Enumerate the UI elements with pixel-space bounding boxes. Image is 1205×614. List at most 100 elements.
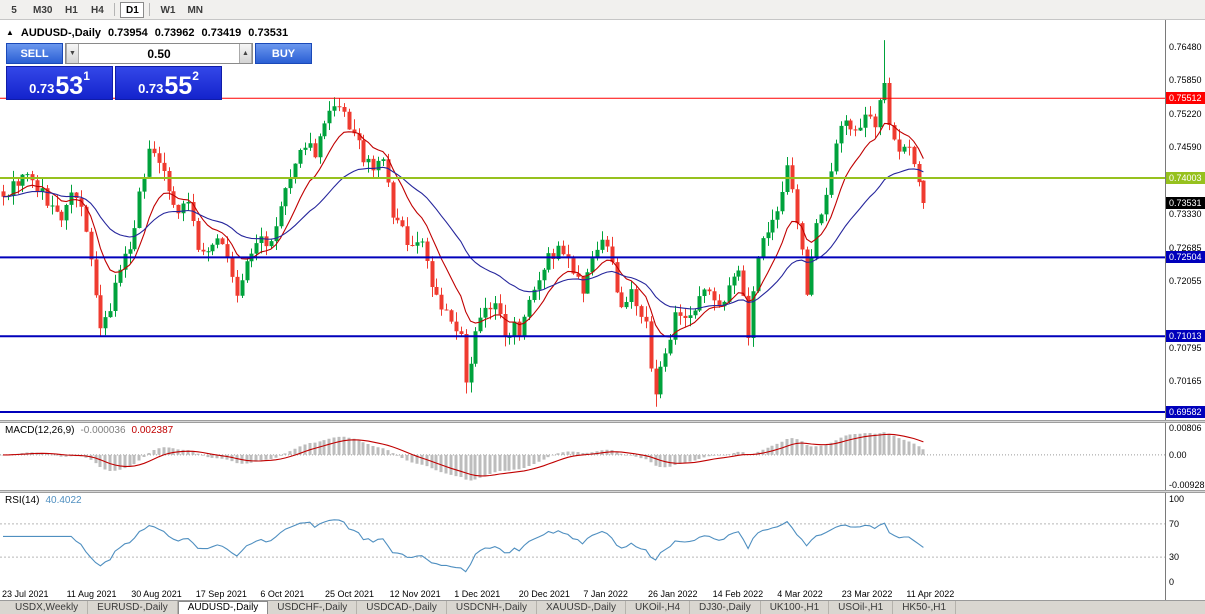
price-tick: 0.76480 <box>1169 41 1202 52</box>
macd-chart[interactable] <box>0 423 1165 490</box>
ohlc-low: 0.73419 <box>201 27 242 39</box>
rsi-scale-tick: 70 <box>1169 518 1180 529</box>
panel-splitter[interactable] <box>0 420 1205 423</box>
tab-usdcnh-daily[interactable]: USDCNH-,Daily <box>447 601 537 614</box>
time-label: 11 Aug 2021 <box>66 589 117 599</box>
price-line-label[interactable]: 0.71013 <box>1166 330 1205 343</box>
time-axis[interactable]: 23 Jul 2021 11 Aug 2021 30 Aug 2021 17 Sep … <box>0 588 1165 600</box>
price-line-label[interactable]: 0.72504 <box>1166 251 1205 264</box>
macd-scale-tick: 0.00806 <box>1169 423 1202 434</box>
period-button-5[interactable]: 5 <box>2 2 26 18</box>
main-chart-panel[interactable]: ▲ AUDUSD-,Daily 0.73954 0.73962 0.73419 … <box>0 20 1165 420</box>
tab-hk50-h1[interactable]: HK50-,H1 <box>893 601 957 614</box>
tab-eurusd-daily[interactable]: EURUSD-,Daily <box>88 601 178 614</box>
time-label: 7 Jan 2022 <box>583 589 628 599</box>
ma-slow-line[interactable] <box>2 166 924 310</box>
rsi-scale-tick: 30 <box>1169 552 1180 563</box>
price-tick: 0.75220 <box>1169 108 1202 119</box>
macd-scale-tick: -0.00928 <box>1169 480 1205 491</box>
macd-scale-tick: 0.00 <box>1169 449 1187 460</box>
buy-button[interactable]: BUY <box>255 43 312 64</box>
ask-price-pips: 55 <box>164 71 193 100</box>
tab-audusd-daily[interactable]: AUDUSD-,Daily <box>177 601 269 614</box>
price-tick: 0.74590 <box>1169 141 1202 152</box>
tab-uk100-h1[interactable]: UK100-,H1 <box>761 601 830 614</box>
tab-usoil-h1[interactable]: USOil-,H1 <box>829 601 894 614</box>
tab-ukoil-h4[interactable]: UKOil-,H4 <box>626 601 691 614</box>
time-label: 30 Aug 2021 <box>131 589 182 599</box>
period-button-h1[interactable]: H1 <box>59 2 83 18</box>
toolbar-separator <box>114 3 116 16</box>
ohlc-open: 0.73954 <box>108 27 148 39</box>
price-tick: 0.72685 <box>1169 242 1202 253</box>
rsi-scale-tick: 0 <box>1169 577 1175 587</box>
toolbar-separator <box>149 3 151 16</box>
ma-fast-line[interactable] <box>2 122 924 338</box>
time-label: 1 Dec 2021 <box>454 589 501 599</box>
rsi-name: RSI(14) <box>5 495 40 506</box>
period-button-d1[interactable]: D1 <box>120 1 145 18</box>
ask-price-prefix: 0.73 <box>138 81 164 97</box>
ohlc-close: 0.73531 <box>248 27 289 39</box>
period-button-mn[interactable]: MN <box>182 2 208 18</box>
volume-up-button[interactable]: ▲ <box>239 44 252 63</box>
one-click-collapse-icon[interactable]: ▲ <box>6 28 14 37</box>
chart-tab-bar: USDX,Weekly EURUSD-,Daily AUDUSD-,Daily USD… <box>0 600 1205 614</box>
ask-price[interactable]: 0.73 55 2 <box>115 66 222 100</box>
price-tick: 0.75850 <box>1169 75 1202 86</box>
macd-panel[interactable]: MACD(12,26,9) -0.000036 0.002387 <box>0 423 1165 490</box>
time-label: 12 Nov 2021 <box>389 589 441 599</box>
period-button-h4[interactable]: H4 <box>85 2 109 18</box>
price-tick: 0.72055 <box>1169 276 1202 287</box>
price-tick: 0.73330 <box>1169 208 1202 219</box>
price-axis[interactable]: 0.76480 0.75850 0.75220 0.74590 0.73330 0.726… <box>1165 20 1205 420</box>
time-label: 11 Apr 2022 <box>906 589 955 599</box>
price-tick: 0.70165 <box>1169 376 1202 387</box>
rsi-panel[interactable]: RSI(14) 40.4022 <box>0 493 1165 588</box>
rsi-value: 40.4022 <box>45 495 82 506</box>
sell-button[interactable]: SELL <box>6 43 63 64</box>
volume-down-button[interactable]: ▼ <box>66 44 79 63</box>
ask-price-point: 2 <box>192 69 199 83</box>
time-label: 20 Dec 2021 <box>518 589 570 599</box>
tab-usdx-weekly[interactable]: USDX,Weekly <box>6 601 89 614</box>
down-candle-bodies <box>1 83 926 395</box>
rsi-chart[interactable] <box>0 493 1165 588</box>
tab-usdcad-daily[interactable]: USDCAD-,Daily <box>357 601 447 614</box>
ohlc-high: 0.73962 <box>154 27 195 39</box>
price-line-label[interactable]: 0.74003 <box>1166 172 1205 185</box>
macd-signal-line <box>3 433 924 477</box>
macd-histogram <box>1 432 925 481</box>
macd-name: MACD(12,26,9) <box>5 425 75 436</box>
time-label: 23 Jul 2021 <box>2 589 49 599</box>
bid-price-point: 1 <box>83 69 90 83</box>
period-button-m30[interactable]: M30 <box>28 2 57 18</box>
bid-price[interactable]: 0.73 53 1 <box>6 66 113 100</box>
axis-corner <box>1165 588 1205 600</box>
price-chart[interactable] <box>0 20 1165 420</box>
panel-splitter[interactable] <box>0 490 1205 493</box>
tab-usdchf-daily[interactable]: USDCHF-,Daily <box>268 601 358 614</box>
rsi-line <box>3 519 924 573</box>
rsi-scale-tick: 100 <box>1169 494 1185 504</box>
time-label: 14 Feb 2022 <box>712 589 764 599</box>
volume-stepper: ▼ ▲ <box>65 43 253 64</box>
chart-header: ▲ AUDUSD-,Daily 0.73954 0.73962 0.73419 … <box>6 27 288 39</box>
price-tick: 0.70795 <box>1169 342 1202 353</box>
timeframe-toolbar: 5 M30 H1 H4 D1 W1 MN <box>0 0 1205 20</box>
period-button-w1[interactable]: W1 <box>155 2 180 18</box>
time-label: 25 Oct 2021 <box>325 589 375 599</box>
macd-scale-axis[interactable]: 0.00806 0.00 -0.00928 <box>1165 423 1205 490</box>
time-label: 26 Jan 2022 <box>648 589 698 599</box>
volume-input[interactable] <box>79 44 239 63</box>
tab-dj30-daily[interactable]: DJ30-,Daily <box>690 601 761 614</box>
rsi-scale-axis[interactable]: 100 70 30 0 <box>1165 493 1205 588</box>
time-label: 23 Mar 2022 <box>841 589 893 599</box>
current-bid-label: 0.73531 <box>1166 197 1205 210</box>
tab-xauusd-daily[interactable]: XAUUSD-,Daily <box>537 601 626 614</box>
bid-price-prefix: 0.73 <box>29 81 55 97</box>
price-line-label[interactable]: 0.69582 <box>1166 405 1205 418</box>
macd-label-row: MACD(12,26,9) -0.000036 0.002387 <box>5 425 173 436</box>
price-line-label[interactable]: 0.75512 <box>1166 92 1205 105</box>
